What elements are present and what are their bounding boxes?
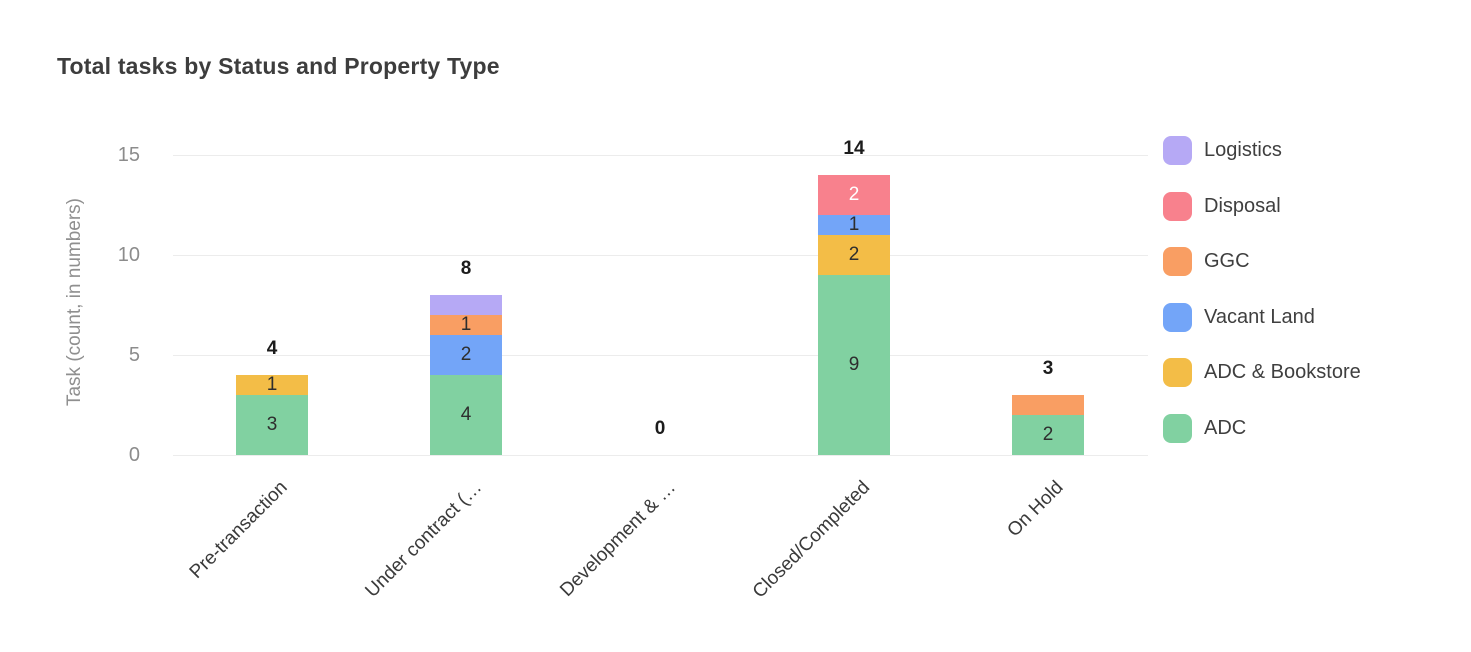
x-axis-category-label: Closed/Completed <box>748 477 874 603</box>
segment-value-label: 3 <box>266 414 278 435</box>
legend-label: Logistics <box>1204 138 1282 161</box>
bar-segment-ggc[interactable]: 1 <box>430 315 502 335</box>
y-axis-title: Task (count, in numbers) <box>64 197 85 407</box>
y-axis-tick-label: 0 <box>128 444 140 466</box>
bar-total-label: 0 <box>654 418 666 439</box>
y-axis-tick-label: 5 <box>128 344 140 366</box>
segment-value-label: 1 <box>848 214 860 235</box>
legend-label: ADC & Bookstore <box>1204 360 1361 383</box>
legend-item-logistics[interactable]: Logistics <box>1163 135 1282 165</box>
legend-swatch <box>1163 246 1192 276</box>
legend-item-ggc[interactable]: GGC <box>1163 246 1250 276</box>
bar-segment-adc[interactable]: 2 <box>1012 415 1084 455</box>
legend-swatch <box>1163 413 1192 443</box>
segment-value-label: 1 <box>266 374 278 395</box>
legend-item-adc[interactable]: ADC <box>1163 413 1246 443</box>
x-axis-category-label: Development & … <box>555 477 680 601</box>
bar-total-label: 14 <box>843 138 865 159</box>
bar-segment-ggc[interactable] <box>1012 395 1084 415</box>
segment-value-label: 9 <box>848 354 860 375</box>
legend-label: Vacant Land <box>1204 305 1315 328</box>
legend-swatch <box>1163 191 1192 221</box>
bar-total-label: 8 <box>460 258 472 279</box>
legend-swatch <box>1163 135 1192 165</box>
segment-value-label: 2 <box>460 344 472 365</box>
gridline <box>173 255 1148 256</box>
y-axis-tick-label: 15 <box>117 144 140 166</box>
bar-segment-adc[interactable]: 3 <box>236 395 308 455</box>
legend-label: Disposal <box>1204 194 1281 217</box>
segment-value-label: 2 <box>848 244 860 265</box>
bar-segment-vacant-land[interactable]: 1 <box>818 215 890 235</box>
x-axis-category-label: Pre-transaction <box>185 477 292 583</box>
bar-total-label: 4 <box>266 338 278 359</box>
segment-value-label: 4 <box>460 404 472 425</box>
legend-label: GGC <box>1204 249 1250 272</box>
gridline <box>173 355 1148 356</box>
chart-title: Total tasks by Status and Property Type <box>57 53 500 79</box>
gridline <box>173 455 1148 456</box>
legend-item-vacant-land[interactable]: Vacant Land <box>1163 302 1315 332</box>
segment-value-label: 1 <box>460 314 472 335</box>
x-axis-category-label: Under contract (… <box>361 477 486 602</box>
bar-total-label: 3 <box>1042 358 1054 379</box>
legend-label: ADC <box>1204 416 1247 439</box>
bar-segment-adc-bookstore[interactable]: 1 <box>236 375 308 395</box>
legend-swatch <box>1163 302 1192 332</box>
segment-value-label: 2 <box>1042 424 1054 445</box>
y-axis-tick-label: 10 <box>117 244 140 266</box>
legend-swatch <box>1163 357 1192 387</box>
bar-segment-adc[interactable]: 9 <box>818 275 890 455</box>
x-axis-category-label: On Hold <box>1003 477 1068 542</box>
legend-item-adc-bookstore[interactable]: ADC & Bookstore <box>1163 357 1361 387</box>
gridline <box>173 155 1148 156</box>
segment-value-label: 2 <box>848 184 860 205</box>
bar-segment-vacant-land[interactable]: 2 <box>430 335 502 375</box>
bar-segment-disposal[interactable]: 2 <box>818 175 890 215</box>
bar-segment-adc[interactable]: 4 <box>430 375 502 455</box>
legend-item-disposal[interactable]: Disposal <box>1163 191 1281 221</box>
bar-segment-logistics[interactable] <box>430 295 502 315</box>
bar-segment-adc-bookstore[interactable]: 2 <box>818 235 890 275</box>
